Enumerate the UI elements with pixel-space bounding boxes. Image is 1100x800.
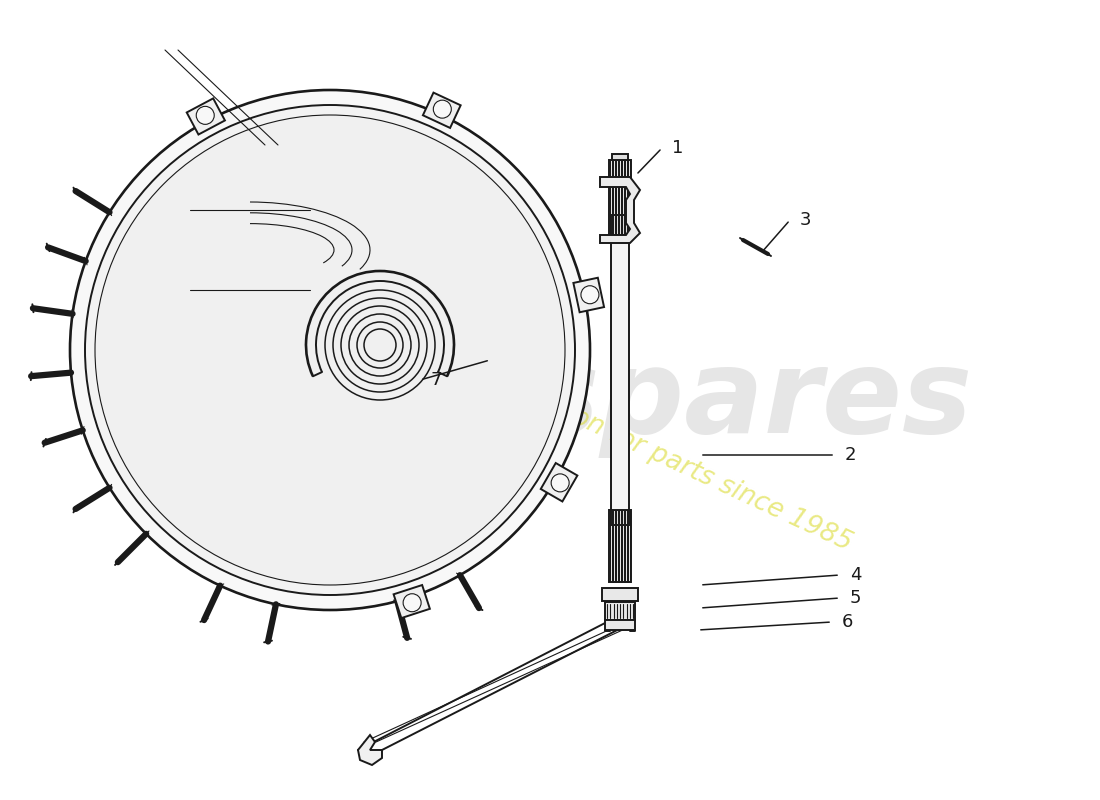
Polygon shape	[187, 98, 224, 134]
Polygon shape	[610, 215, 629, 525]
Circle shape	[196, 106, 214, 124]
Circle shape	[551, 474, 569, 492]
Polygon shape	[541, 463, 578, 502]
Text: a passion for parts since 1985: a passion for parts since 1985	[484, 364, 856, 556]
Polygon shape	[600, 177, 640, 243]
Text: 1: 1	[672, 139, 683, 157]
Text: eurospares: eurospares	[227, 342, 974, 458]
Circle shape	[581, 286, 598, 304]
Polygon shape	[394, 585, 430, 618]
Text: 4: 4	[850, 566, 861, 584]
Text: 7: 7	[430, 371, 441, 389]
Polygon shape	[573, 278, 604, 312]
Ellipse shape	[95, 115, 565, 585]
Text: 3: 3	[800, 211, 812, 229]
Text: 6: 6	[842, 613, 854, 631]
Polygon shape	[422, 93, 461, 128]
Text: 5: 5	[850, 589, 861, 607]
Polygon shape	[358, 735, 382, 765]
Circle shape	[433, 100, 451, 118]
Polygon shape	[605, 620, 635, 630]
Polygon shape	[612, 154, 628, 160]
Polygon shape	[605, 602, 635, 620]
Ellipse shape	[85, 105, 575, 595]
Ellipse shape	[70, 90, 590, 610]
Circle shape	[403, 594, 421, 612]
Text: 2: 2	[845, 446, 857, 464]
Polygon shape	[602, 588, 638, 601]
